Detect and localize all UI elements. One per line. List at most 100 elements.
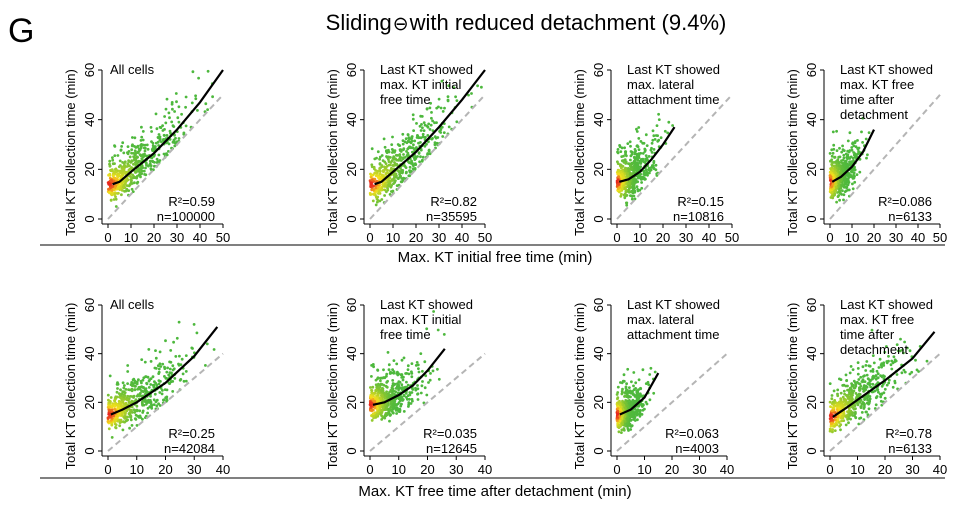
- data-point: [828, 382, 832, 385]
- data-point: [857, 392, 861, 396]
- data-point: [380, 198, 384, 201]
- data-point: [644, 154, 648, 158]
- data-point: [132, 394, 136, 398]
- data-point: [424, 374, 428, 378]
- data-point: [616, 162, 620, 166]
- data-point: [110, 188, 114, 192]
- data-point: [141, 378, 145, 382]
- data-point: [395, 412, 398, 415]
- data-point: [838, 186, 842, 190]
- data-point: [405, 380, 408, 384]
- data-point: [161, 129, 165, 132]
- data-point: [625, 194, 629, 197]
- data-point: [623, 158, 627, 162]
- data-point: [638, 188, 642, 192]
- data-point: [644, 400, 648, 404]
- data-point: [429, 123, 433, 127]
- data-point: [630, 161, 634, 165]
- data-point: [621, 174, 625, 177]
- data-point: [393, 172, 396, 175]
- data-point: [133, 149, 137, 153]
- data-point: [374, 186, 378, 190]
- data-point: [640, 413, 644, 416]
- data-point: [370, 414, 373, 418]
- data-point: [161, 362, 165, 366]
- data-point: [617, 182, 621, 186]
- data-point: [834, 171, 838, 175]
- data-point: [142, 386, 145, 389]
- data-point: [400, 169, 403, 173]
- data-point: [376, 399, 379, 403]
- data-point: [667, 120, 671, 124]
- data-point: [388, 182, 391, 186]
- data-point: [624, 150, 627, 154]
- data-point: [127, 401, 131, 405]
- x-tick-label: 20: [878, 462, 892, 477]
- data-point: [114, 177, 118, 181]
- data-point: [181, 372, 185, 376]
- data-point: [194, 94, 198, 98]
- x-tick-label: 30: [449, 462, 463, 477]
- data-point: [387, 160, 391, 164]
- data-point: [166, 366, 170, 370]
- data-point: [839, 179, 843, 183]
- data-point: [625, 422, 629, 426]
- data-point: [643, 150, 647, 153]
- data-point: [419, 129, 423, 132]
- data-point: [852, 153, 856, 157]
- data-point: [125, 184, 129, 188]
- data-point: [633, 190, 637, 194]
- data-point: [629, 154, 633, 158]
- y-axis-label: Total KT collection time (min): [785, 303, 800, 470]
- data-point: [638, 392, 642, 396]
- data-point: [157, 402, 161, 406]
- data-point: [877, 390, 880, 394]
- data-point: [113, 144, 116, 148]
- data-point: [382, 368, 385, 372]
- data-point: [906, 346, 909, 350]
- data-point: [902, 368, 906, 372]
- data-point: [165, 97, 169, 101]
- data-point: [842, 412, 846, 416]
- data-point: [162, 152, 166, 156]
- data-point: [153, 392, 157, 396]
- data-point: [422, 129, 426, 133]
- data-point: [625, 201, 629, 205]
- data-point: [173, 377, 177, 380]
- data-point: [470, 92, 473, 95]
- x-tick-label: 40: [193, 230, 207, 245]
- data-point: [140, 401, 144, 405]
- data-point: [636, 188, 640, 191]
- data-point: [125, 418, 129, 422]
- data-point: [204, 102, 208, 106]
- data-point: [379, 379, 382, 383]
- data-point: [425, 393, 429, 397]
- data-point: [856, 361, 860, 364]
- data-point: [182, 379, 186, 383]
- data-point: [154, 349, 157, 352]
- data-point: [152, 154, 156, 158]
- data-point: [114, 418, 118, 422]
- data-point: [829, 424, 833, 428]
- data-point: [617, 426, 621, 429]
- data-point: [828, 400, 832, 404]
- data-point: [639, 162, 643, 165]
- data-point: [833, 411, 837, 415]
- data-point: [841, 404, 845, 408]
- data-point: [627, 169, 631, 173]
- data-point: [136, 180, 140, 184]
- data-point: [395, 158, 399, 162]
- data-point: [624, 162, 628, 165]
- data-point: [831, 151, 835, 155]
- data-point: [369, 386, 372, 389]
- data-point: [408, 165, 412, 169]
- data-point: [866, 413, 870, 417]
- data-point: [844, 182, 847, 186]
- data-point: [416, 387, 420, 391]
- data-point: [642, 141, 646, 145]
- data-point: [855, 380, 859, 384]
- data-point: [177, 120, 181, 124]
- data-point: [859, 375, 863, 379]
- data-point: [408, 397, 411, 401]
- data-point: [620, 146, 624, 150]
